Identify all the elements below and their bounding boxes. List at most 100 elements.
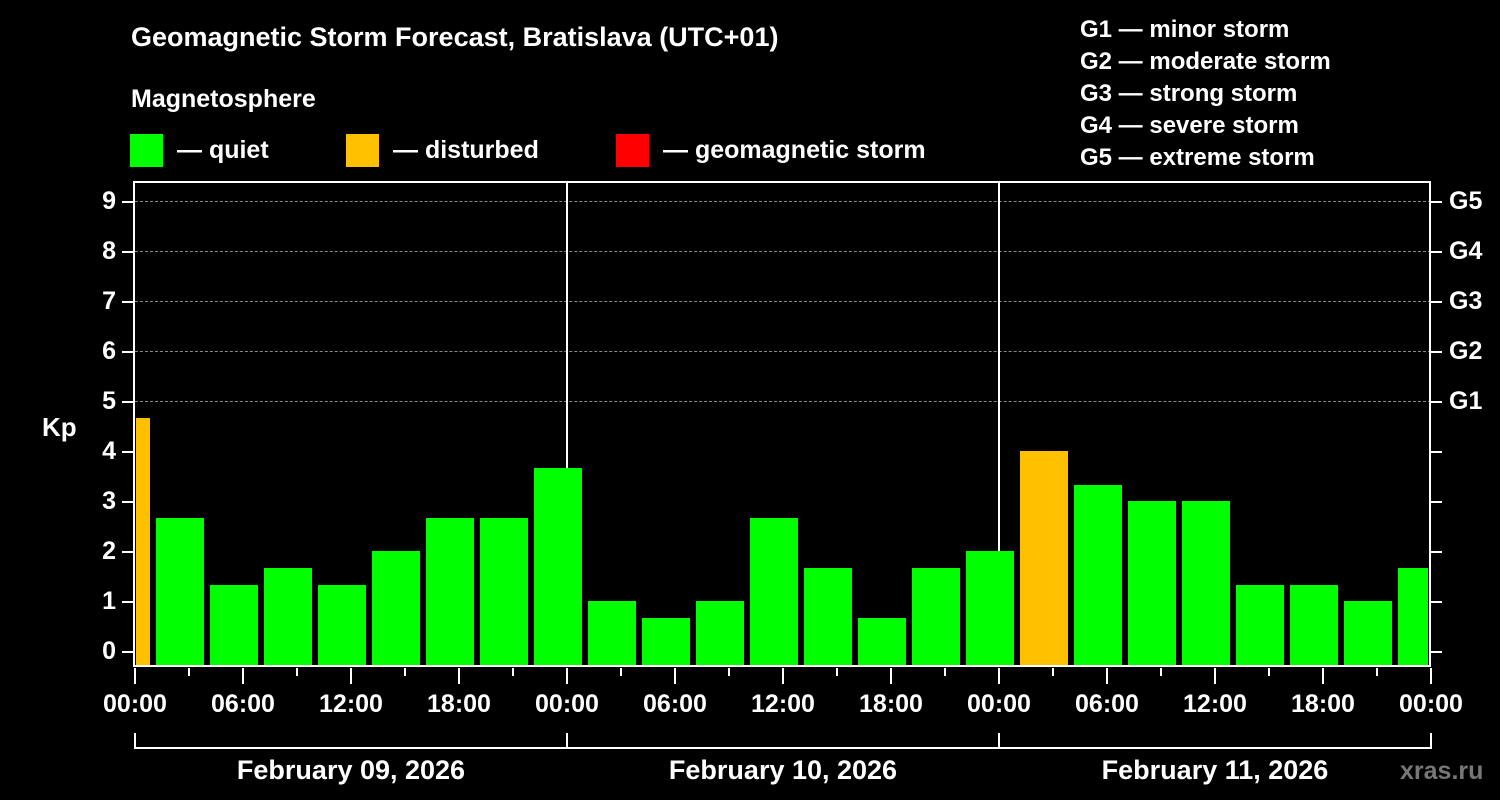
- x-tick-label: 12:00: [751, 690, 815, 718]
- y-tick: [122, 551, 133, 553]
- x-tick-label: 12:00: [319, 690, 383, 718]
- kp-bar: [1182, 501, 1230, 667]
- x-tick-major: [242, 668, 244, 684]
- kp-bar: [534, 467, 582, 667]
- kp-bar: [966, 551, 1014, 667]
- x-tick-major: [782, 668, 784, 684]
- x-tick-major: [998, 668, 1000, 684]
- chart-subtitle: Magnetosphere: [131, 85, 316, 113]
- g-scale-item: G2 — moderate storm: [1080, 48, 1331, 75]
- kp-bar: [1128, 501, 1176, 667]
- watermark: xras.ru: [1400, 757, 1484, 785]
- x-tick-label: 06:00: [1075, 690, 1139, 718]
- x-tick-major: [1106, 668, 1108, 684]
- g-scale-item: G4 — severe storm: [1080, 112, 1299, 139]
- grid-line: [135, 351, 1431, 352]
- x-tick-major: [458, 668, 460, 684]
- y-tick-right: [1431, 251, 1442, 253]
- x-tick-minor: [944, 668, 946, 676]
- chart-frame: [133, 181, 1431, 667]
- x-tick-major: [566, 668, 568, 684]
- kp-bar: [858, 617, 906, 667]
- g-tick-label: G1: [1449, 387, 1483, 415]
- x-tick-minor: [1376, 668, 1378, 676]
- kp-bar: [426, 517, 474, 667]
- y-tick-label: 8: [102, 237, 116, 265]
- x-tick-minor: [512, 668, 514, 676]
- date-label: February 11, 2026: [1101, 755, 1329, 785]
- legend-quiet-label: — quiet: [177, 135, 269, 164]
- y-tick-label: 6: [102, 337, 116, 365]
- y-tick-right: [1431, 301, 1442, 303]
- legend-disturbed-label: — disturbed: [393, 135, 539, 164]
- x-tick-major: [1430, 668, 1432, 684]
- y-tick-label: 3: [102, 487, 116, 515]
- y-tick-right: [1431, 351, 1442, 353]
- y-tick: [122, 351, 133, 353]
- x-tick-major: [350, 668, 352, 684]
- kp-bar: [480, 517, 528, 667]
- x-tick-major: [674, 668, 676, 684]
- y-tick: [122, 251, 133, 253]
- kp-bar: [750, 517, 798, 667]
- kp-bar: [210, 584, 258, 667]
- y-tick-label: 4: [102, 437, 116, 465]
- x-tick-minor: [1052, 668, 1054, 676]
- kp-bar: [156, 517, 204, 667]
- quiet-swatch-icon: [130, 133, 163, 167]
- x-tick-label: 06:00: [643, 690, 707, 718]
- x-tick-label: 00:00: [967, 690, 1031, 718]
- g-scale-legend: G1 — minor storm G2 — moderate storm G3 …: [1080, 14, 1331, 174]
- x-tick-minor: [404, 668, 406, 676]
- y-tick: [122, 501, 133, 503]
- g-tick-label: G5: [1449, 187, 1483, 215]
- x-tick-label: 06:00: [211, 690, 275, 718]
- y-tick-right: [1431, 601, 1442, 603]
- chart-title: Geomagnetic Storm Forecast, Bratislava (…: [131, 22, 779, 52]
- x-tick-major: [1214, 668, 1216, 684]
- x-tick-major: [1322, 668, 1324, 684]
- x-tick-minor: [836, 668, 838, 676]
- x-tick-label: 00:00: [535, 690, 599, 718]
- x-tick-label: 18:00: [859, 690, 923, 718]
- x-tick-minor: [1160, 668, 1162, 676]
- legend-disturbed: — disturbed: [346, 133, 539, 167]
- kp-bar: [372, 551, 420, 667]
- x-tick-minor: [1268, 668, 1270, 676]
- kp-bar: [1344, 601, 1392, 667]
- storm-swatch-icon: [616, 133, 649, 167]
- legend-quiet: — quiet: [130, 133, 269, 167]
- x-tick-label: 00:00: [103, 690, 167, 718]
- x-tick-label: 18:00: [427, 690, 491, 718]
- kp-bar: [912, 567, 960, 667]
- x-tick-major: [134, 668, 136, 684]
- y-tick-right: [1431, 401, 1442, 403]
- legend-storm: — geomagnetic storm: [616, 133, 926, 167]
- date-bracket-tick: [566, 733, 568, 749]
- y-tick-label: 0: [102, 637, 116, 665]
- x-tick-major: [890, 668, 892, 684]
- y-tick-label: 7: [102, 287, 116, 315]
- y-tick-label: 5: [102, 387, 116, 415]
- y-tick-right: [1431, 201, 1442, 203]
- date-bracket-tick: [134, 733, 136, 749]
- grid-line: [135, 201, 1431, 202]
- y-tick-right: [1431, 451, 1442, 453]
- x-tick-minor: [296, 668, 298, 676]
- g-tick-label: G4: [1449, 237, 1483, 265]
- date-bracket-tick: [998, 733, 1000, 749]
- kp-bar: [804, 567, 852, 667]
- g-scale-item: G5 — extreme storm: [1080, 144, 1315, 171]
- g-scale-item: G3 — strong storm: [1080, 80, 1298, 107]
- y-tick: [122, 301, 133, 303]
- date-bracket-tick: [1430, 733, 1432, 749]
- kp-bar: [1398, 567, 1428, 667]
- date-label: February 09, 2026: [236, 755, 466, 785]
- x-tick-minor: [188, 668, 190, 676]
- x-tick-label: 12:00: [1183, 690, 1247, 718]
- grid-line: [135, 251, 1431, 252]
- kp-bar: [264, 567, 312, 667]
- y-tick-label: 2: [102, 537, 116, 565]
- y-tick: [122, 601, 133, 603]
- y-tick-right: [1431, 501, 1442, 503]
